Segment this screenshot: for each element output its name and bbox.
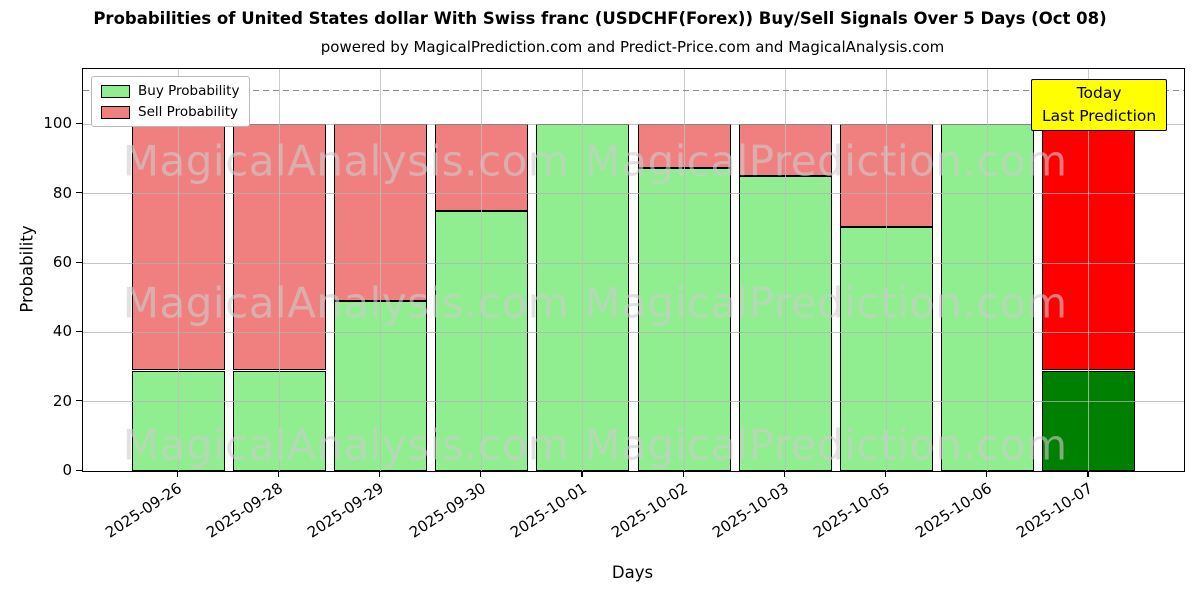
sell-color-swatch — [101, 105, 130, 119]
legend: Buy Probability Sell Probability — [91, 76, 251, 127]
annotation-line-2: Last Prediction — [1042, 107, 1157, 125]
x-tick-mark — [581, 471, 583, 477]
vertical-gridline — [582, 69, 584, 471]
vertical-gridline — [885, 69, 887, 471]
legend-label-sell: Sell Probability — [138, 104, 239, 120]
watermark-text: MagicalAnalysis.com — [122, 420, 570, 470]
x-tick-label: 2025-09-26 — [102, 479, 185, 542]
vertical-gridline — [987, 69, 989, 471]
chart-subtitle: powered by MagicalPrediction.com and Pre… — [320, 38, 945, 56]
vertical-gridline — [481, 69, 483, 471]
vertical-gridline — [784, 69, 786, 471]
x-tick-mark — [783, 471, 785, 477]
today-annotation: Today Last Prediction — [1031, 79, 1168, 131]
watermark-text: MagicalPrediction.com — [584, 420, 1068, 470]
y-tick-mark — [76, 122, 82, 125]
horizontal-gridline — [83, 193, 1184, 195]
x-tick-mark — [682, 471, 684, 477]
chart-title: Probabilities of United States dollar Wi… — [93, 9, 1107, 28]
x-tick-mark — [277, 471, 279, 477]
x-tick-label: 2025-10-06 — [911, 479, 995, 542]
legend-label-buy: Buy Probability — [138, 83, 240, 99]
horizontal-gridline — [83, 401, 1184, 403]
y-tick-label: 0 — [62, 461, 72, 479]
y-tick-mark — [76, 261, 82, 263]
x-tick-mark — [1087, 471, 1089, 477]
watermark-text: MagicalAnalysis.com — [122, 278, 570, 328]
horizontal-gridline — [83, 331, 1184, 333]
x-tick-label: 2025-10-01 — [506, 479, 590, 542]
buy-color-swatch — [101, 84, 130, 98]
legend-item-buy: Buy Probability — [101, 83, 239, 99]
vertical-gridline — [278, 69, 280, 471]
y-tick-label: 60 — [52, 253, 72, 272]
y-tick-mark — [76, 330, 82, 333]
horizontal-gridline — [83, 123, 1184, 125]
x-tick-mark — [986, 471, 988, 477]
grid-layer — [83, 69, 1184, 471]
x-tick-mark — [884, 471, 887, 477]
plot-area: MagicalAnalysis.com MagicalPrediction.com… — [82, 68, 1185, 472]
y-axis-label: Probability — [17, 225, 37, 313]
x-tick-label: 2025-10-05 — [810, 479, 894, 542]
x-tick-label: 2025-09-29 — [304, 479, 388, 542]
vertical-gridline — [1088, 69, 1090, 471]
y-tick-label: 40 — [52, 322, 72, 341]
x-tick-mark — [379, 471, 381, 477]
legend-item-sell: Sell Probability — [101, 104, 239, 120]
threshold-dashed-line — [83, 89, 1184, 92]
x-tick-label: 2025-10-07 — [1012, 479, 1096, 542]
y-tick-mark — [76, 400, 82, 402]
x-tick-mark — [480, 471, 482, 477]
vertical-gridline — [380, 69, 381, 471]
annotation-line-1: Today — [1076, 84, 1122, 102]
watermark-text: MagicalPrediction.com — [584, 278, 1068, 328]
watermark-layer: MagicalAnalysis.com MagicalPrediction.com… — [83, 69, 1184, 471]
x-axis-label: Days — [611, 563, 654, 582]
x-tick-label: 2025-09-30 — [405, 479, 489, 542]
x-tick-label: 2025-09-28 — [203, 479, 287, 542]
y-tick-mark — [76, 469, 82, 471]
y-tick-label: 100 — [43, 114, 72, 133]
vertical-gridline — [683, 69, 685, 471]
y-tick-mark — [76, 192, 82, 194]
y-tick-label: 80 — [52, 183, 72, 202]
vertical-gridline — [177, 69, 179, 471]
watermark-text: MagicalPrediction.com — [584, 136, 1068, 186]
x-tick-label: 2025-10-03 — [709, 479, 793, 542]
horizontal-gridline — [83, 262, 1184, 264]
y-tick-label: 20 — [52, 391, 72, 410]
watermark-text: MagicalAnalysis.com — [122, 136, 570, 186]
x-tick-label: 2025-10-02 — [607, 479, 691, 542]
x-tick-mark — [176, 471, 178, 477]
